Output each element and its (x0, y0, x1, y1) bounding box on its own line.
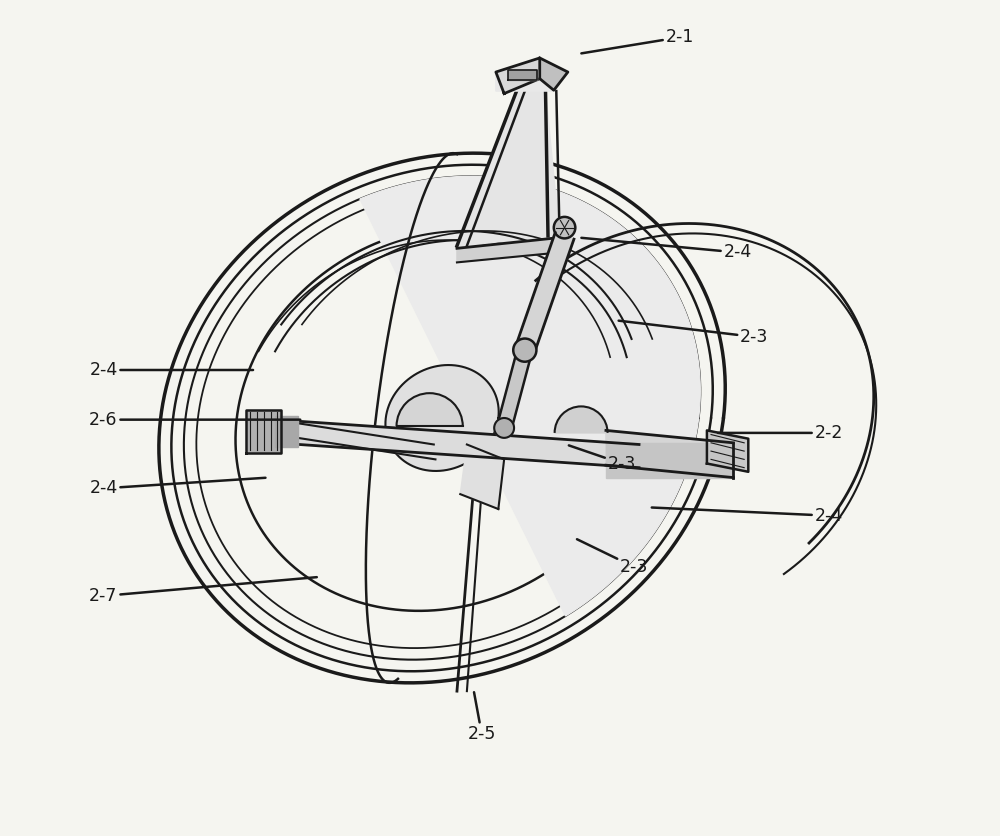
Polygon shape (515, 232, 574, 354)
Text: 2-7: 2-7 (89, 577, 317, 605)
Text: 2-6: 2-6 (89, 410, 300, 429)
Text: 2-4: 2-4 (581, 237, 752, 262)
Text: 2-4: 2-4 (89, 361, 253, 379)
Polygon shape (275, 420, 639, 467)
Polygon shape (457, 91, 560, 246)
Polygon shape (497, 349, 532, 430)
Circle shape (554, 217, 575, 238)
Polygon shape (385, 365, 499, 471)
Circle shape (494, 418, 514, 438)
Polygon shape (606, 443, 733, 477)
Wedge shape (555, 406, 608, 433)
Text: 2-3: 2-3 (619, 321, 768, 346)
Circle shape (513, 339, 536, 362)
Text: 2-4: 2-4 (89, 477, 265, 497)
Polygon shape (275, 415, 298, 447)
Polygon shape (360, 176, 700, 616)
Text: 2-2: 2-2 (718, 424, 843, 442)
Polygon shape (606, 431, 733, 477)
Polygon shape (707, 431, 748, 472)
Polygon shape (246, 410, 281, 453)
Polygon shape (460, 445, 504, 509)
Polygon shape (496, 58, 540, 94)
Text: 2-5: 2-5 (468, 692, 496, 743)
Polygon shape (457, 237, 560, 263)
Text: 2-1: 2-1 (581, 28, 694, 54)
Polygon shape (540, 58, 568, 90)
Polygon shape (496, 58, 568, 91)
Text: 2-3: 2-3 (577, 539, 648, 576)
Text: 2-4: 2-4 (652, 507, 843, 525)
Text: 2-3: 2-3 (569, 446, 636, 472)
Polygon shape (275, 420, 435, 460)
Polygon shape (508, 70, 537, 80)
Wedge shape (397, 393, 463, 426)
